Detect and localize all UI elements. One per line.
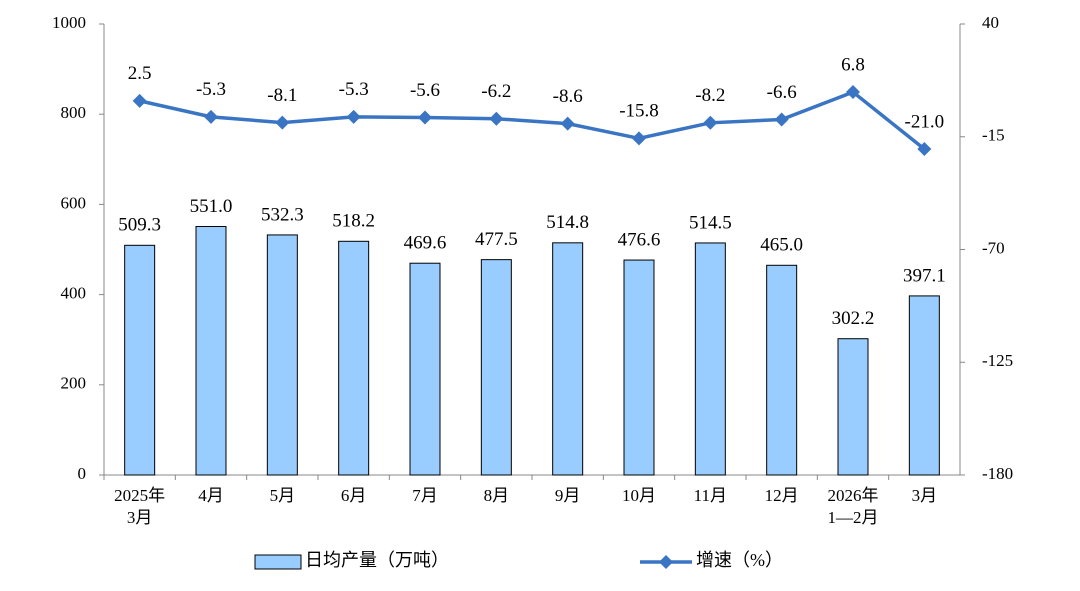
legend-label: 日均产量（万吨） xyxy=(305,550,449,570)
x-tick-label: 2025年 3月 xyxy=(114,486,165,527)
bar-value-label: 302.2 xyxy=(832,308,875,329)
x-tick-label: 5月 xyxy=(270,486,296,505)
y-tick-label: 400 xyxy=(61,284,87,303)
line-marker xyxy=(632,131,646,146)
bar-value-label: 518.2 xyxy=(332,211,375,232)
line-value-label: -6.6 xyxy=(767,82,797,103)
x-tick-label: 10月 xyxy=(622,486,656,505)
line-marker xyxy=(489,111,504,126)
bar-value-label: 532.3 xyxy=(261,204,304,225)
bar-value-label: 551.0 xyxy=(190,196,233,217)
y2-tick-label: -180 xyxy=(982,464,1013,483)
y-tick-label: 200 xyxy=(61,374,87,393)
line-marker xyxy=(204,109,218,124)
bar xyxy=(552,242,584,476)
line-value-label: 2.5 xyxy=(128,63,152,84)
x-tick-label: 4月 xyxy=(198,486,224,505)
line-value-label: -5.3 xyxy=(339,79,369,100)
bar-value-label: 514.8 xyxy=(546,212,589,233)
line-value-label: -5.6 xyxy=(410,80,440,101)
bar xyxy=(766,264,798,476)
bar-value-label: 465.0 xyxy=(760,235,803,256)
x-tick-label: 11月 xyxy=(694,486,727,505)
y2-tick-label: -70 xyxy=(982,238,1005,257)
bar xyxy=(124,244,156,476)
line-marker xyxy=(346,109,361,124)
bar xyxy=(195,225,227,476)
line-value-label: -8.2 xyxy=(695,85,725,106)
bar-value-label: 477.5 xyxy=(475,229,518,250)
y2-tick-label: -125 xyxy=(982,351,1013,370)
line-marker xyxy=(917,142,932,157)
bar-value-label: 469.6 xyxy=(404,233,447,254)
x-tick-label: 12月 xyxy=(765,486,799,505)
x-tick-label: 6月 xyxy=(341,486,367,505)
line-marker xyxy=(418,110,432,125)
bar xyxy=(409,262,441,476)
line-marker xyxy=(275,115,290,130)
legend-label: 增速（%） xyxy=(696,550,783,570)
legend-marker xyxy=(659,555,673,569)
line-marker xyxy=(774,112,789,127)
x-tick-label: 7月 xyxy=(412,486,438,505)
line-marker xyxy=(846,85,860,100)
line-marker xyxy=(560,116,575,131)
x-tick-label: 9月 xyxy=(555,486,581,505)
legend-swatch xyxy=(254,554,302,570)
line-value-label: -5.3 xyxy=(196,79,226,100)
bar xyxy=(908,295,940,476)
bar xyxy=(480,259,512,476)
bar xyxy=(837,338,869,476)
line-value-label: -6.2 xyxy=(481,81,511,102)
line-value-label: 6.8 xyxy=(841,54,865,75)
y-tick-label: 1000 xyxy=(52,13,86,32)
bar xyxy=(338,240,370,476)
y2-tick-label: 40 xyxy=(982,13,999,32)
bar xyxy=(623,259,655,476)
bar-value-label: 514.5 xyxy=(689,212,732,233)
bar-value-label: 509.3 xyxy=(118,215,161,236)
y-tick-label: 0 xyxy=(78,464,87,483)
line-value-label: -15.8 xyxy=(619,101,659,122)
line-value-label: -8.6 xyxy=(553,86,583,107)
line-marker xyxy=(132,93,147,108)
y-tick-label: 800 xyxy=(61,103,87,122)
y-tick-label: 600 xyxy=(61,193,87,212)
line xyxy=(139,90,926,151)
line-value-label: -21.0 xyxy=(905,111,945,132)
x-tick-label: 2026年 1—2月 xyxy=(828,486,879,527)
y2-tick-label: -15 xyxy=(982,126,1005,145)
x-tick-label: 8月 xyxy=(484,486,510,505)
bar-value-label: 397.1 xyxy=(903,265,946,286)
x-tick-label: 3月 xyxy=(912,486,938,505)
bar xyxy=(694,242,726,476)
line-value-label: -8.1 xyxy=(267,85,297,106)
bar-value-label: 476.6 xyxy=(618,229,661,250)
line-marker xyxy=(703,115,718,130)
bar xyxy=(266,234,298,476)
